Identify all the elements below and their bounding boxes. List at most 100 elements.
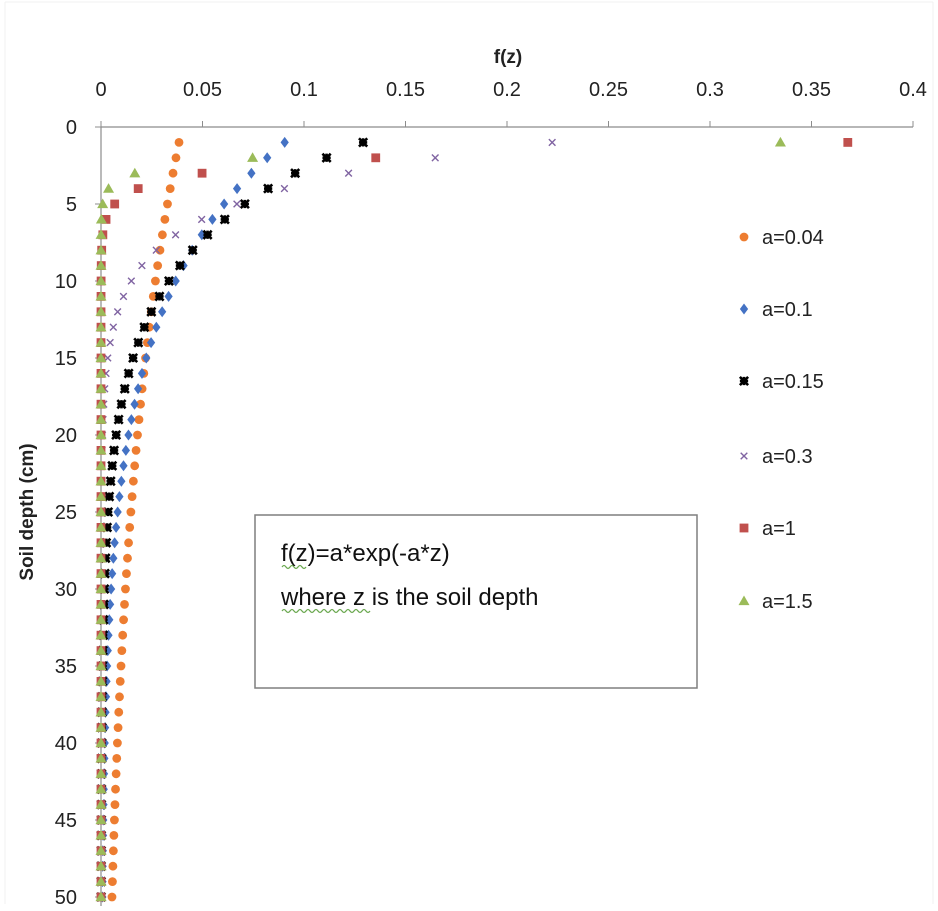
data-point — [127, 414, 136, 426]
legend-marker — [739, 232, 749, 242]
data-point — [843, 138, 853, 147]
data-point — [110, 537, 119, 549]
data-point — [290, 168, 301, 179]
data-point — [95, 275, 107, 286]
data-point — [117, 646, 127, 655]
data-point — [113, 506, 122, 518]
data-point — [202, 229, 213, 240]
data-point — [239, 198, 250, 210]
data-point — [118, 630, 128, 640]
x-tick-label: 0.1 — [290, 79, 318, 101]
data-point — [197, 168, 207, 178]
data-point — [103, 506, 114, 518]
data-point — [133, 184, 143, 193]
x-tick-label: 0.2 — [493, 79, 521, 101]
legend-item: a=0.3 — [740, 446, 813, 468]
data-point — [119, 292, 128, 301]
data-point — [95, 398, 107, 409]
data-point — [121, 584, 130, 594]
data-marks-group — [95, 136, 853, 903]
data-point — [95, 614, 107, 624]
data-point — [95, 752, 107, 763]
legend-label: a=1 — [762, 518, 796, 540]
data-point — [130, 398, 139, 410]
data-point — [142, 352, 151, 364]
series-a=1.5 — [95, 136, 786, 902]
data-point — [95, 660, 107, 671]
data-point — [263, 183, 274, 194]
annotation-box: f(z)=a*exp(-a*z) where z is the soil dep… — [254, 514, 698, 689]
data-point — [106, 338, 114, 347]
data-point — [124, 538, 133, 548]
data-point — [95, 737, 107, 748]
data-point — [111, 769, 121, 779]
data-point — [128, 476, 138, 486]
data-point — [133, 430, 142, 440]
data-point — [108, 861, 118, 871]
data-point — [95, 583, 107, 594]
data-point — [95, 845, 107, 855]
data-point — [108, 877, 117, 886]
data-point — [104, 491, 115, 502]
legend-label: a=0.3 — [762, 446, 813, 468]
data-point — [115, 677, 125, 686]
data-point — [95, 229, 107, 239]
data-point — [108, 846, 118, 856]
data-point — [106, 583, 116, 595]
y-tick-label: 50 — [55, 887, 77, 906]
data-point — [95, 799, 107, 809]
data-point — [232, 183, 242, 195]
data-point — [95, 244, 107, 255]
data-point — [114, 707, 124, 717]
data-point — [95, 306, 107, 316]
y-axis-title: Soil depth (cm) — [17, 443, 38, 580]
data-point — [95, 675, 107, 686]
spellcheck-underline-1 — [281, 564, 307, 570]
x-axis-title: f(z) — [494, 47, 522, 68]
x-tick-label: 0.25 — [589, 79, 628, 101]
data-point — [95, 568, 107, 578]
data-point — [95, 552, 107, 563]
legend-label: a=0.15 — [762, 371, 824, 393]
data-point — [95, 337, 107, 347]
y-tick-label: 35 — [55, 656, 77, 678]
data-point — [125, 523, 135, 532]
data-point — [133, 337, 144, 348]
data-point — [247, 152, 259, 162]
data-point — [137, 367, 147, 379]
data-point — [109, 323, 118, 331]
legend-label: a=1.5 — [762, 591, 813, 613]
data-point — [163, 199, 172, 209]
data-point — [108, 568, 117, 580]
data-point — [152, 321, 161, 333]
data-point — [165, 184, 175, 194]
y-tick-label: 25 — [55, 502, 77, 524]
data-point — [95, 444, 107, 455]
data-point — [280, 184, 289, 193]
data-point — [95, 491, 107, 501]
data-point — [247, 167, 256, 179]
data-point — [95, 783, 107, 794]
data-point — [110, 815, 119, 825]
data-point — [95, 537, 107, 547]
data-point — [127, 492, 137, 501]
y-tick-label: 20 — [55, 425, 77, 447]
data-point — [119, 383, 130, 394]
legend-item: a=0.15 — [738, 371, 824, 393]
data-point — [95, 829, 107, 840]
data-point — [219, 198, 229, 210]
data-point — [95, 460, 107, 470]
data-point — [111, 784, 120, 794]
data-point — [103, 183, 115, 193]
data-point — [115, 491, 124, 503]
data-point — [160, 215, 170, 224]
data-point — [233, 200, 241, 208]
y-tick-label: 10 — [55, 271, 77, 293]
data-point — [95, 475, 107, 486]
data-point — [139, 322, 150, 333]
legend-marker — [739, 523, 749, 533]
data-point — [163, 275, 174, 287]
